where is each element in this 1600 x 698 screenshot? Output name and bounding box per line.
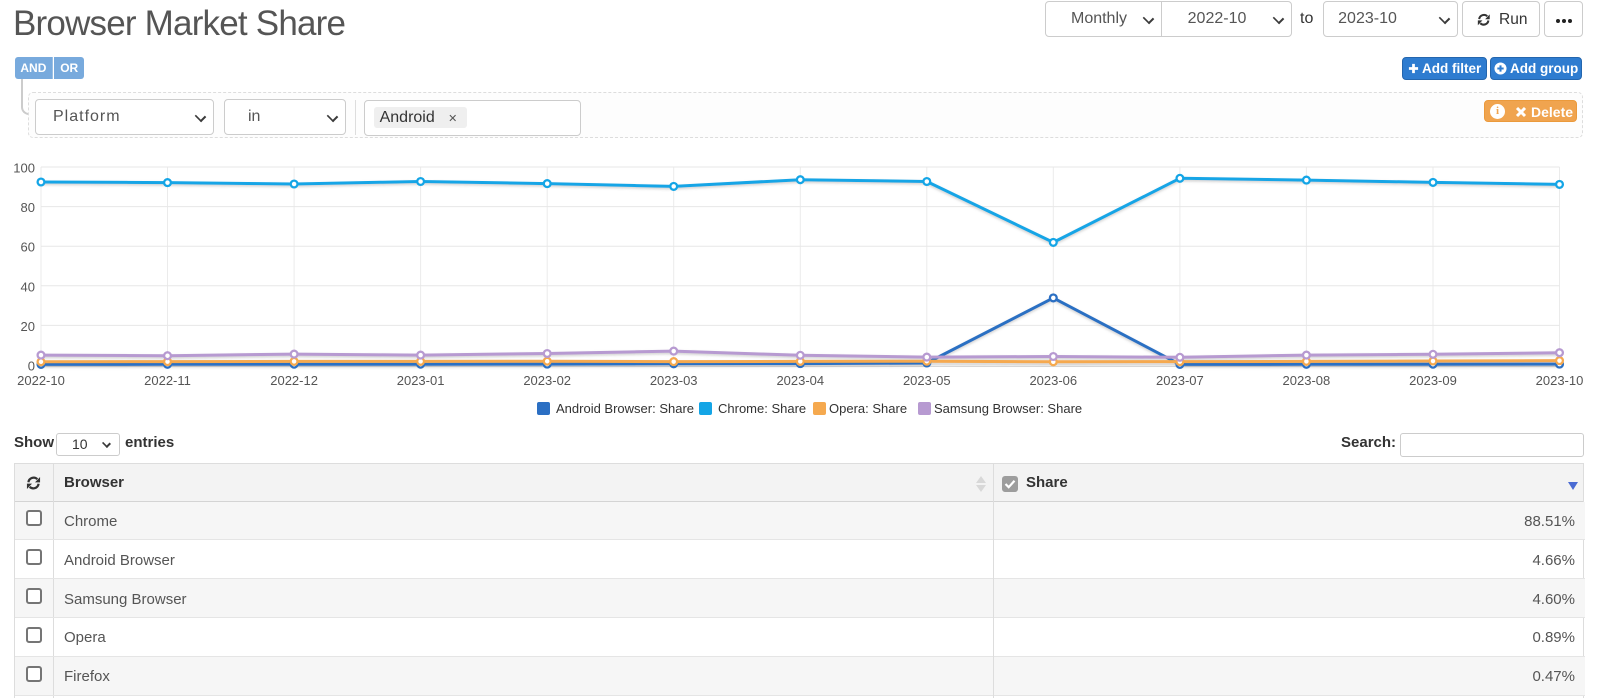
svg-text:60: 60 <box>21 240 35 255</box>
svg-text:20: 20 <box>21 319 35 334</box>
svg-text:2022-12: 2022-12 <box>270 373 318 388</box>
svg-text:2022-10: 2022-10 <box>17 373 65 388</box>
svg-text:80: 80 <box>21 200 35 215</box>
svg-text:2023-07: 2023-07 <box>1156 373 1204 388</box>
svg-text:100: 100 <box>13 161 35 176</box>
svg-text:2023-09: 2023-09 <box>1409 373 1457 388</box>
svg-text:2023-01: 2023-01 <box>397 373 445 388</box>
svg-text:2023-04: 2023-04 <box>776 373 824 388</box>
svg-text:40: 40 <box>21 279 35 294</box>
svg-text:2023-10: 2023-10 <box>1536 373 1584 388</box>
svg-text:2022-11: 2022-11 <box>144 373 191 388</box>
svg-text:2023-08: 2023-08 <box>1283 373 1331 388</box>
svg-text:2023-03: 2023-03 <box>650 373 698 388</box>
svg-text:0: 0 <box>28 359 35 374</box>
svg-text:2023-02: 2023-02 <box>523 373 571 388</box>
svg-text:2023-05: 2023-05 <box>903 373 951 388</box>
svg-text:2023-06: 2023-06 <box>1029 373 1077 388</box>
